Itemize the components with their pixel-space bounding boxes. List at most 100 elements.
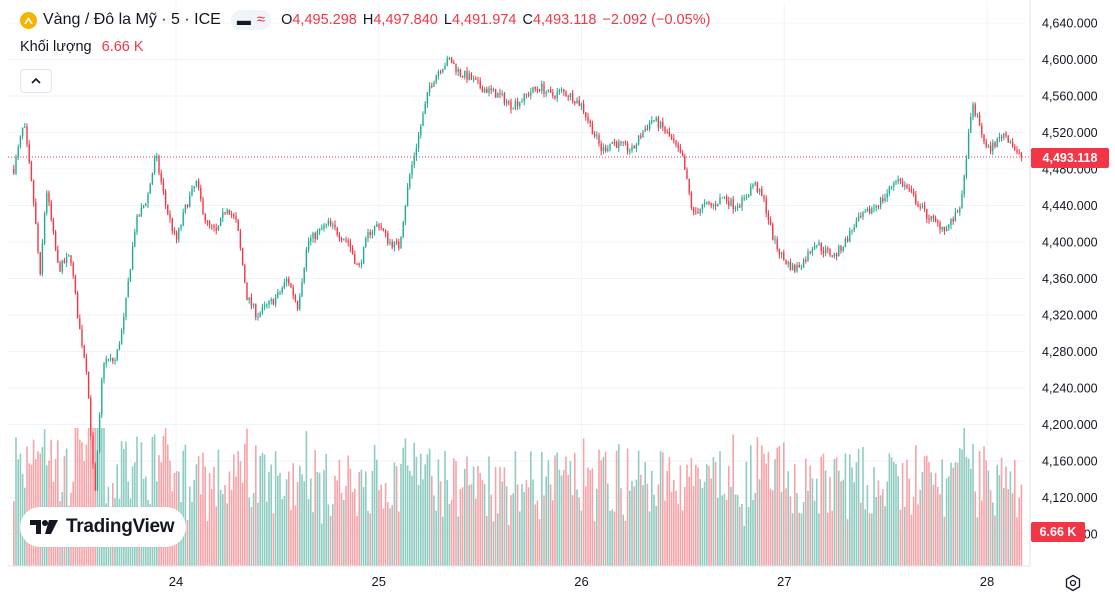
volume-bar — [934, 472, 937, 566]
volume-bar — [943, 516, 946, 566]
volume-bar — [556, 452, 558, 566]
volume-bar — [347, 455, 349, 566]
volume-bar — [732, 434, 734, 566]
candle-body — [827, 248, 829, 250]
logo-text: TradingView — [66, 516, 175, 537]
volume-bar — [712, 457, 715, 566]
volume-bar — [844, 453, 847, 566]
candle-body — [547, 89, 550, 93]
candle-body — [721, 197, 723, 199]
volume-bar — [290, 509, 292, 566]
candle-body — [835, 253, 838, 257]
candle-body — [63, 260, 66, 264]
candle-body — [81, 329, 83, 346]
candle-body — [541, 83, 543, 92]
volume-bar — [846, 519, 849, 566]
volume-bar — [783, 442, 785, 566]
symbol-legend: Vàng / Đô la Mỹ · 5 · ICE ▬ ≈ O4,495.298… — [20, 8, 710, 32]
volume-bar — [136, 436, 138, 566]
volume-bar — [985, 460, 987, 566]
volume-bar — [222, 493, 224, 566]
volume-bar — [321, 523, 323, 566]
volume-bar — [875, 497, 877, 566]
candle-body — [112, 358, 114, 362]
volume-bar — [204, 466, 206, 566]
candle-body — [574, 101, 576, 104]
volume-bar — [961, 449, 963, 566]
candle-body — [193, 186, 195, 189]
volume-bar — [371, 470, 374, 566]
candle-body — [640, 135, 642, 138]
candle-body — [600, 143, 602, 152]
candle-body — [314, 233, 316, 239]
tradingview-logo[interactable]: TradingView — [20, 507, 187, 547]
volume-bar — [400, 463, 402, 566]
volume-bar — [932, 484, 935, 566]
candle-body — [497, 93, 499, 98]
volume-bar — [873, 467, 875, 566]
candle-body — [631, 146, 633, 151]
candle-body — [816, 245, 818, 247]
volume-bar — [699, 479, 701, 566]
volume-bar — [312, 512, 314, 566]
candle-body — [644, 128, 646, 132]
volume-bar — [714, 462, 717, 566]
candle-body — [263, 305, 266, 307]
y-tick-label: 4,520.000 — [1042, 126, 1098, 140]
candle-body — [472, 78, 475, 80]
volume-bar — [261, 452, 264, 566]
volume-bar — [510, 495, 512, 566]
volume-bar — [994, 515, 996, 566]
chevron-up-icon — [31, 77, 41, 84]
chart-settings-button[interactable] — [1062, 572, 1084, 594]
candle-body — [274, 297, 277, 305]
candle-body — [798, 265, 800, 268]
candle-body — [620, 141, 622, 143]
candle-body — [446, 58, 448, 66]
candle-body — [94, 464, 96, 491]
candle-body — [259, 312, 261, 317]
candle-body — [765, 198, 767, 214]
volume-bar — [259, 455, 261, 566]
volume-bar — [910, 514, 913, 566]
collapse-legend-button[interactable] — [20, 69, 52, 93]
candle-body — [664, 127, 666, 132]
candle-body — [901, 181, 904, 187]
volume-bar — [560, 475, 563, 566]
visibility-toggle[interactable]: ▬ ≈ — [230, 10, 272, 30]
volume-bar — [596, 488, 598, 566]
candle-body — [514, 101, 517, 109]
candle-body — [338, 234, 341, 239]
volume-bar — [162, 436, 165, 566]
close-value: 4,493.118 — [532, 12, 597, 28]
volume-bar — [813, 500, 816, 566]
line-style-icon: ▬ — [236, 12, 251, 28]
open-value: 4,495.298 — [292, 12, 357, 28]
candle-body — [919, 206, 921, 208]
volume-bar — [420, 453, 422, 566]
candle-body — [681, 153, 684, 157]
volume-bar — [730, 486, 732, 566]
candle-body — [50, 202, 52, 220]
volume-bar — [794, 464, 796, 566]
volume-label[interactable]: Khối lượng — [20, 39, 92, 55]
candle-body — [13, 169, 15, 174]
candle-body — [860, 216, 862, 218]
candle-body — [481, 87, 484, 93]
candle-body — [706, 202, 708, 204]
candle-body — [400, 236, 402, 249]
volume-bar — [294, 505, 297, 566]
candle-body — [107, 359, 110, 361]
volume-bar — [167, 444, 169, 566]
volume-bar — [897, 476, 899, 566]
candle-body — [879, 198, 882, 207]
volume-bar — [151, 436, 154, 566]
x-tick-label: 28 — [980, 574, 994, 589]
volume-bar — [279, 472, 281, 566]
candle-body — [435, 75, 437, 83]
candle-body — [171, 218, 173, 231]
candle-body — [895, 181, 897, 183]
candle-body — [26, 126, 28, 145]
symbol-title[interactable]: Vàng / Đô la Mỹ · 5 · ICE — [43, 11, 221, 28]
